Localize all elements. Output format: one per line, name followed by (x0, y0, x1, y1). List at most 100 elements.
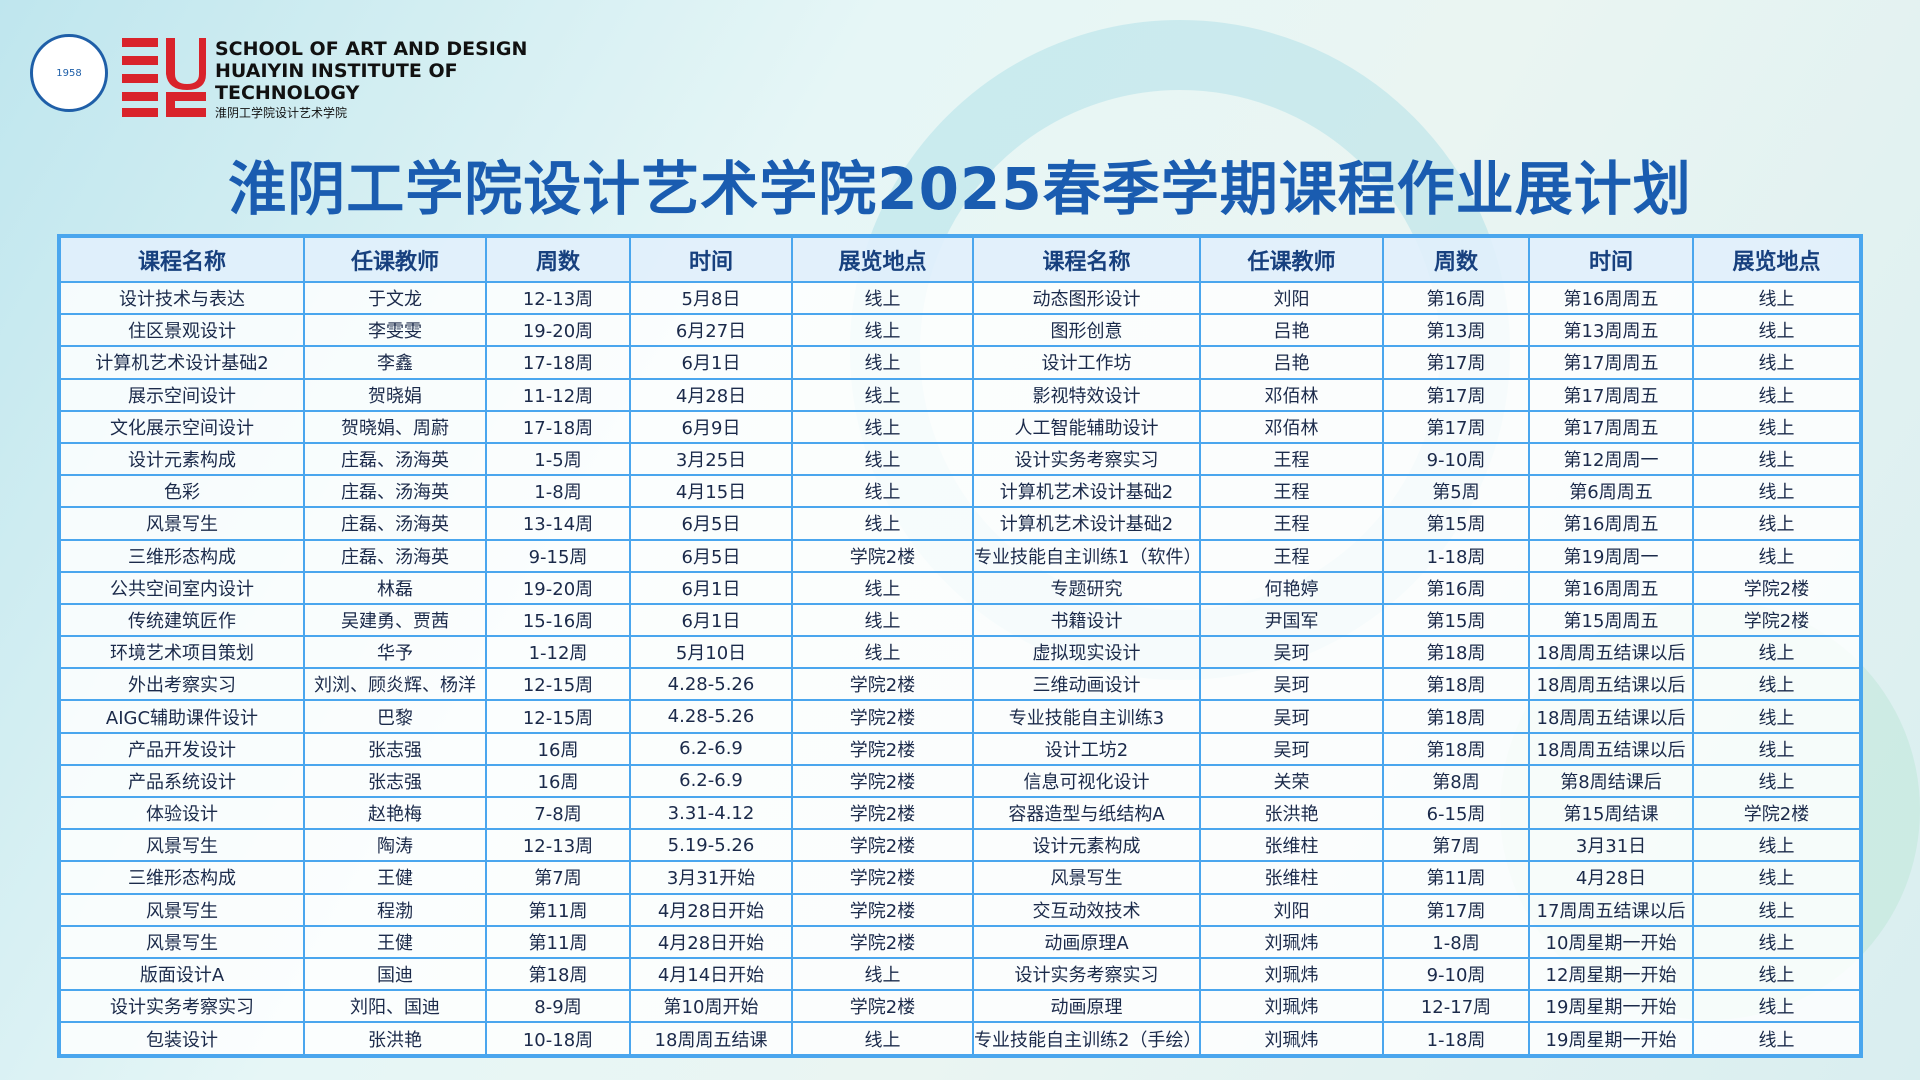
table-row: 包装设计 张洪艳 10-18周 18周周五结课 线上 专业技能自主训练2（手绘） 刘珮炜 1-… (58, 1021, 1862, 1057)
table-cell: 4月28日 (1528, 860, 1694, 895)
table-cell: 刘珮炜 (1199, 924, 1384, 959)
table-cell: 专业技能自主训练3 (972, 699, 1201, 734)
table-cell: 4月14日开始 (629, 956, 793, 992)
table-cell: 12-15周 (485, 699, 631, 734)
table-cell: 书籍设计 (972, 602, 1201, 638)
table-cell: 5月8日 (629, 280, 793, 316)
table-cell: 第16周周五 (1528, 506, 1694, 541)
table-cell: 线上 (791, 409, 974, 444)
table-cell: 第17周周五 (1528, 377, 1694, 412)
header-cell: 课程名称 (972, 235, 1201, 283)
header-cell: 周数 (1382, 235, 1530, 283)
table-row: 风景写生 庄磊、汤海英 13-14周 6月5日 线上 计算机艺术设计基础2 王程 第15周 第1… (58, 506, 1862, 541)
table-cell: 王程 (1199, 441, 1384, 477)
table-cell: 学院2楼 (791, 860, 974, 895)
header-cell: 展览地点 (1692, 235, 1862, 283)
table-cell: 程渤 (303, 892, 487, 927)
table-cell: 设计实务考察实习 (58, 989, 305, 1024)
table-cell: 9-10周 (1382, 956, 1530, 992)
logo-line: TECHNOLOGY (215, 82, 360, 104)
table-cell: 第17周 (1382, 377, 1530, 412)
table-cell: 第17周周五 (1528, 409, 1694, 444)
table-cell: 产品系统设计 (58, 763, 305, 799)
table-cell: 线上 (791, 313, 974, 348)
table-cell: 6.2-6.9 (629, 763, 793, 799)
table-cell: 第11周 (485, 892, 631, 927)
table-row: 传统建筑匠作 吴建勇、贾茜 15-16周 6月1日 线上 书籍设计 尹国军 第15周 第15周周… (58, 602, 1862, 638)
table-cell: 陶涛 (303, 828, 487, 863)
table-cell: 16周 (485, 731, 631, 766)
table-cell: 邓佰林 (1199, 377, 1384, 412)
table-cell: 专业技能自主训练1（软件） (972, 538, 1201, 573)
table-cell: 信息可视化设计 (972, 763, 1201, 799)
table-row: 产品系统设计 张志强 16周 6.2-6.9 学院2楼 信息可视化设计 关荣 第8周 第8周结课… (58, 763, 1862, 799)
table-cell: 王程 (1199, 474, 1384, 509)
table-cell: 尹国军 (1199, 602, 1384, 638)
table-cell: 动画原理 (972, 989, 1201, 1024)
table-cell: 张洪艳 (1199, 795, 1384, 831)
table-cell: 华予 (303, 635, 487, 670)
table-cell: 12-13周 (485, 828, 631, 863)
table-cell: 10周星期一开始 (1528, 924, 1694, 959)
table-cell: 第15周 (1382, 506, 1530, 541)
table-cell: 设计元素构成 (972, 828, 1201, 863)
seal: 1958 (30, 34, 108, 112)
table-cell: 学院2楼 (791, 699, 974, 734)
table-cell: 风景写生 (972, 860, 1201, 895)
table-cell: 线上 (1692, 474, 1862, 509)
table-cell: 第16周周五 (1528, 570, 1694, 605)
table-cell: 19-20周 (485, 313, 631, 348)
table-cell: 4.28-5.26 (629, 667, 793, 702)
table-cell: 学院2楼 (791, 989, 974, 1024)
table-cell: 线上 (791, 506, 974, 541)
table-cell: 12-17周 (1382, 989, 1530, 1024)
table-cell: 13-14周 (485, 506, 631, 541)
table-cell: 线上 (1692, 313, 1862, 348)
table-cell: 版面设计A (58, 956, 305, 992)
table-row: 设计实务考察实习 刘阳、国迪 8-9周 第10周开始 学院2楼 动画原理 刘珮炜 12-17周… (58, 989, 1862, 1024)
table-cell: 第10周开始 (629, 989, 793, 1024)
table-cell: 11-12周 (485, 377, 631, 412)
table-cell: 贺晓娟 (303, 377, 487, 412)
table-cell: 线上 (1692, 345, 1862, 380)
table-cell: 环境艺术项目策划 (58, 635, 305, 670)
table-cell: 19-20周 (485, 570, 631, 605)
table-cell: 风景写生 (58, 924, 305, 959)
table-row: 版面设计A 国迪 第18周 4月14日开始 线上 设计实务考察实习 刘珮炜 9-10周 12周星… (58, 956, 1862, 992)
table-cell: 动画原理A (972, 924, 1201, 959)
table-cell: 吴珂 (1199, 699, 1384, 734)
table-row: AIGC辅助课件设计 巴黎 12-15周 4.28-5.26 学院2楼 专业技能自主训练3… (58, 699, 1862, 734)
table-cell: 三维形态构成 (58, 860, 305, 895)
table-cell: 庄磊、汤海英 (303, 474, 487, 509)
logo-mark (122, 38, 206, 117)
table-row: 外出考察实习 刘浏、顾炎辉、杨洋 12-15周 4.28-5.26 学院2楼 三维动画设计… (58, 667, 1862, 702)
table-cell: 刘珮炜 (1199, 1021, 1384, 1057)
table-cell: 设计技术与表达 (58, 280, 305, 316)
table-row: 住区景观设计 李雯雯 19-20周 6月27日 线上 图形创意 吕艳 第13周 第13周周五 线上 (58, 313, 1862, 348)
schedule-table: 课程名称 任课教师 周数 时间 展览地点 课程名称 任课教师 周数 时间 展览地点 设计技术与表达… (57, 234, 1863, 1058)
table-cell: 李鑫 (303, 345, 487, 380)
table-cell: 线上 (1692, 989, 1862, 1024)
table-cell: 学院2楼 (791, 763, 974, 799)
table-cell: 6-15周 (1382, 795, 1530, 831)
table-cell: 第5周 (1382, 474, 1530, 509)
table-cell: 15-16周 (485, 602, 631, 638)
seal-year: 1958 (56, 67, 82, 79)
table-cell: 交互动效技术 (972, 892, 1201, 927)
table-cell: 第17周周五 (1528, 345, 1694, 380)
table-cell: 17-18周 (485, 409, 631, 444)
table-cell: 12周星期一开始 (1528, 956, 1694, 992)
table-cell: 线上 (1692, 763, 1862, 799)
table-cell: 线上 (791, 956, 974, 992)
table-cell: 色彩 (58, 474, 305, 509)
table-cell: 线上 (1692, 506, 1862, 541)
table-cell: 第16周周五 (1528, 280, 1694, 316)
table-cell: 文化展示空间设计 (58, 409, 305, 444)
logo-text: SCHOOL OF ART AND DESIGN HUAIYIN INSTITU… (215, 38, 527, 122)
table-cell: 线上 (1692, 667, 1862, 702)
table-cell: 第18周 (1382, 699, 1530, 734)
table-cell: 18周周五结课以后 (1528, 699, 1694, 734)
table-cell: 1-8周 (485, 474, 631, 509)
table-cell: 1-18周 (1382, 1021, 1530, 1057)
header-cell: 时间 (1528, 235, 1694, 283)
